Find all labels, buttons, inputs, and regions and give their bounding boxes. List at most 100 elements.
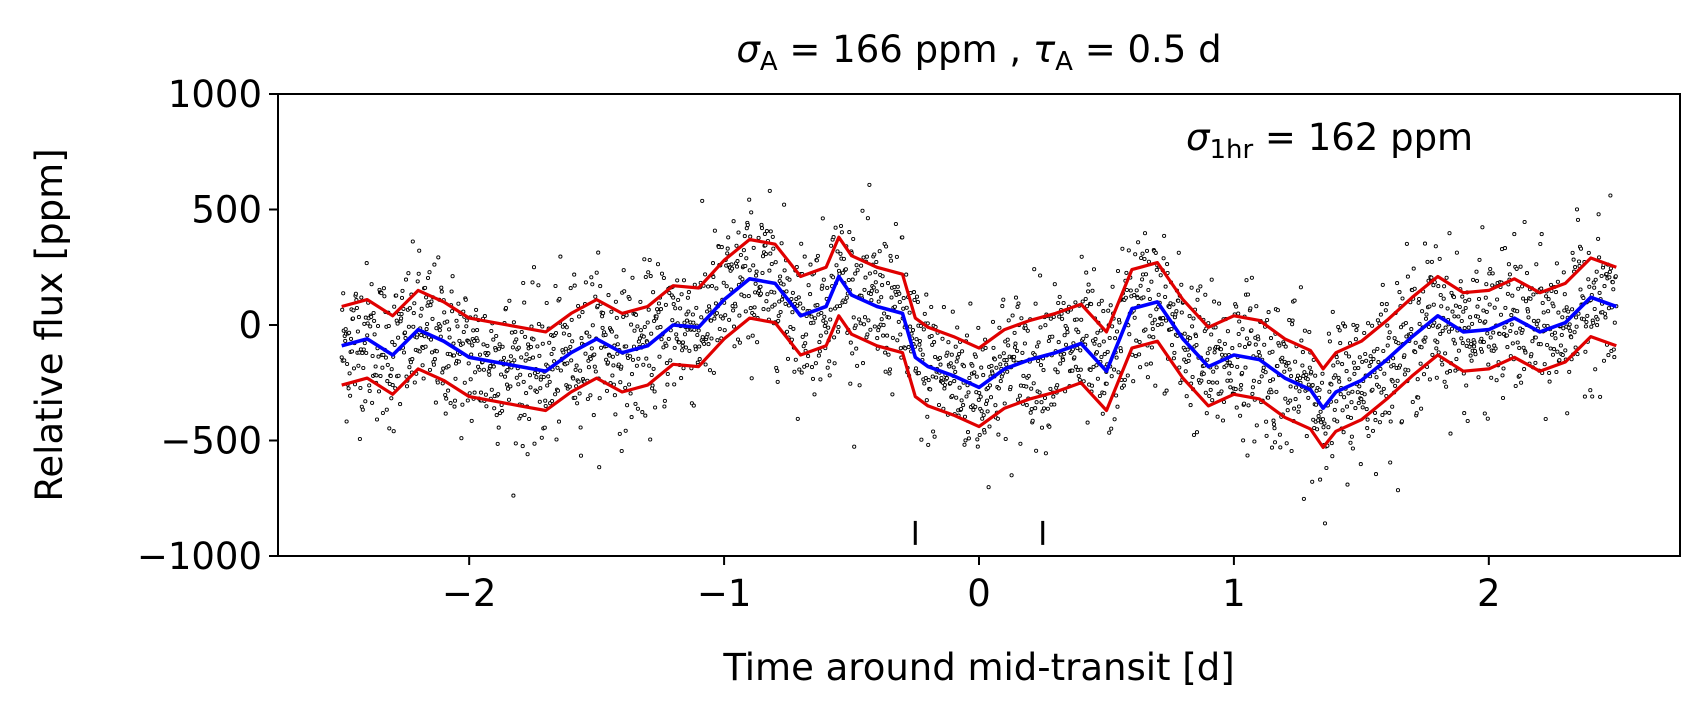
data-point bbox=[1379, 390, 1384, 395]
data-point bbox=[700, 198, 705, 203]
data-point bbox=[667, 290, 672, 295]
data-point bbox=[1355, 390, 1360, 395]
data-point bbox=[966, 390, 971, 395]
data-point bbox=[370, 353, 375, 359]
data-point bbox=[904, 272, 909, 277]
data-point bbox=[1431, 302, 1436, 307]
data-point bbox=[1030, 418, 1035, 423]
data-point bbox=[1481, 308, 1486, 313]
data-point bbox=[680, 340, 686, 345]
data-point bbox=[1270, 349, 1275, 354]
data-point bbox=[1360, 405, 1365, 410]
data-point bbox=[1233, 387, 1238, 392]
data-point bbox=[1583, 349, 1588, 354]
data-point bbox=[1006, 343, 1011, 348]
data-point bbox=[475, 328, 480, 333]
data-point bbox=[709, 336, 714, 341]
data-point bbox=[881, 323, 886, 328]
data-point bbox=[1509, 322, 1514, 327]
data-point bbox=[386, 323, 391, 329]
data-point bbox=[886, 352, 891, 357]
data-point bbox=[989, 363, 994, 368]
data-point bbox=[1105, 349, 1110, 354]
data-point bbox=[434, 349, 439, 354]
data-point bbox=[1386, 335, 1391, 340]
data-point bbox=[1523, 350, 1528, 355]
data-point bbox=[1113, 336, 1118, 341]
data-point bbox=[818, 377, 823, 382]
data-point bbox=[1190, 324, 1195, 329]
data-point bbox=[998, 379, 1003, 384]
data-point bbox=[994, 365, 999, 370]
data-point bbox=[347, 371, 352, 376]
data-point bbox=[1300, 363, 1305, 368]
data-point bbox=[860, 208, 865, 213]
data-point bbox=[399, 311, 404, 317]
data-point bbox=[995, 416, 1000, 421]
data-point bbox=[1009, 473, 1014, 478]
data-point bbox=[747, 268, 752, 273]
data-point bbox=[1297, 389, 1302, 394]
data-point bbox=[1372, 410, 1378, 415]
data-point bbox=[1575, 352, 1580, 357]
data-point bbox=[614, 334, 619, 339]
data-point bbox=[619, 448, 624, 454]
data-point bbox=[1480, 225, 1485, 230]
data-point bbox=[521, 280, 526, 286]
data-point bbox=[665, 382, 670, 387]
data-point bbox=[1220, 418, 1226, 423]
data-point bbox=[1302, 370, 1307, 375]
data-point bbox=[926, 378, 931, 383]
data-point bbox=[1550, 352, 1556, 357]
data-point bbox=[1246, 403, 1251, 408]
data-point bbox=[751, 263, 756, 268]
data-point bbox=[404, 374, 409, 379]
data-point bbox=[705, 332, 710, 337]
data-point bbox=[1081, 379, 1086, 384]
data-point bbox=[1215, 414, 1220, 419]
data-point bbox=[1546, 297, 1551, 302]
data-point bbox=[1447, 231, 1452, 236]
data-point bbox=[570, 339, 575, 344]
y-axis-label: Relative flux [ppm] bbox=[28, 148, 71, 501]
data-point bbox=[656, 310, 661, 315]
data-point bbox=[356, 363, 361, 368]
data-point bbox=[1135, 295, 1140, 301]
data-point bbox=[407, 306, 412, 311]
data-point bbox=[361, 365, 366, 371]
data-point bbox=[474, 307, 479, 312]
data-point bbox=[979, 365, 984, 370]
data-point bbox=[364, 350, 369, 356]
data-point bbox=[1022, 341, 1027, 346]
data-point bbox=[661, 275, 666, 281]
data-point bbox=[623, 428, 628, 433]
data-point bbox=[469, 418, 474, 423]
data-point bbox=[472, 338, 477, 344]
data-point bbox=[410, 357, 415, 362]
data-point bbox=[374, 373, 379, 378]
data-point bbox=[1516, 286, 1521, 291]
data-point bbox=[1335, 360, 1340, 365]
data-point bbox=[715, 338, 720, 343]
data-point bbox=[544, 300, 549, 306]
y-tick-label: −500 bbox=[160, 420, 262, 463]
data-point bbox=[749, 210, 754, 215]
y-tick-label: 0 bbox=[238, 304, 262, 347]
data-point bbox=[425, 321, 430, 327]
data-point bbox=[1253, 342, 1258, 347]
data-point bbox=[1266, 310, 1271, 315]
data-point bbox=[793, 357, 798, 362]
data-point bbox=[1008, 384, 1013, 390]
data-point bbox=[941, 305, 946, 310]
data-point bbox=[1475, 314, 1481, 319]
data-point bbox=[784, 329, 790, 334]
data-point bbox=[629, 372, 635, 377]
data-point bbox=[1148, 313, 1153, 318]
data-point bbox=[788, 324, 793, 330]
data-point bbox=[1314, 402, 1319, 407]
data-point bbox=[684, 318, 690, 323]
data-point bbox=[926, 442, 931, 447]
data-point bbox=[1578, 246, 1584, 251]
data-point bbox=[1109, 374, 1114, 379]
data-point bbox=[1501, 366, 1506, 371]
